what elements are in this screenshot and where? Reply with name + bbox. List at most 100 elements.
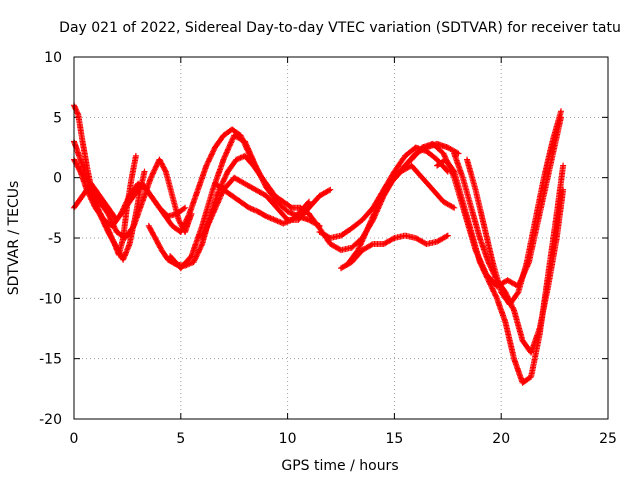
data-point xyxy=(201,225,203,227)
data-point xyxy=(318,194,321,197)
data-point xyxy=(81,194,84,197)
data-point xyxy=(521,382,524,384)
data-point xyxy=(147,225,150,227)
data-point xyxy=(340,234,342,237)
data-point xyxy=(197,188,199,191)
data-point xyxy=(538,327,541,330)
data-point xyxy=(447,146,449,149)
data-point xyxy=(222,134,225,137)
data-point xyxy=(400,170,402,173)
data-point xyxy=(120,213,122,215)
y-tick-label: -20 xyxy=(39,412,62,428)
data-point xyxy=(393,237,396,239)
data-point xyxy=(265,215,268,218)
y-tick-label: -10 xyxy=(39,291,62,307)
data-point xyxy=(184,231,186,233)
data-point xyxy=(239,201,242,203)
data-point xyxy=(98,194,101,197)
data-point xyxy=(504,291,507,294)
data-point xyxy=(130,176,133,179)
x-tick-label: 15 xyxy=(385,431,403,447)
plot-frame xyxy=(73,56,609,420)
data-point xyxy=(357,249,359,251)
data-point xyxy=(128,194,131,197)
data-point xyxy=(479,261,481,263)
x-axis-label: GPS time / hours xyxy=(281,458,398,474)
data-point xyxy=(470,207,473,209)
data-point xyxy=(169,255,171,257)
data-point xyxy=(231,128,233,131)
data-point xyxy=(291,219,293,221)
data-series-arc-17 xyxy=(451,150,567,356)
data-point xyxy=(244,155,246,157)
data-point xyxy=(90,182,92,185)
data-point xyxy=(94,207,97,209)
data-point xyxy=(98,201,101,203)
x-tick-label: 0 xyxy=(70,431,79,447)
data-point xyxy=(389,182,391,185)
data-point xyxy=(543,176,545,179)
data-point xyxy=(410,164,413,167)
data-series-arc-10 xyxy=(212,180,312,227)
data-point xyxy=(180,267,182,269)
data-point xyxy=(470,231,473,233)
data-point xyxy=(425,243,428,245)
data-point xyxy=(318,227,321,230)
data-point xyxy=(308,207,310,209)
data-point xyxy=(107,207,109,209)
data-point xyxy=(192,261,195,263)
data-point xyxy=(414,146,417,149)
y-tick-label: 5 xyxy=(53,110,62,126)
data-point xyxy=(212,188,214,191)
data-point xyxy=(254,188,257,191)
data-point xyxy=(404,234,406,237)
data-point xyxy=(77,114,80,116)
data-point xyxy=(244,182,246,185)
data-point xyxy=(122,258,124,261)
data-point xyxy=(201,237,203,239)
data-point xyxy=(256,170,259,173)
data-point xyxy=(521,339,524,342)
data-point xyxy=(372,243,374,245)
y-axis-label: SDTVAR / TECUs xyxy=(6,181,22,296)
data-point xyxy=(86,176,88,179)
data-point xyxy=(378,201,381,203)
data-point xyxy=(205,164,208,167)
data-point xyxy=(308,201,310,203)
data-point xyxy=(436,240,438,243)
x-tick-label: 5 xyxy=(176,431,185,447)
data-point xyxy=(560,110,562,113)
data-point xyxy=(233,176,235,179)
data-point xyxy=(235,158,238,161)
data-point xyxy=(496,297,498,300)
data-point xyxy=(442,152,445,155)
data-point xyxy=(86,164,88,167)
data-point xyxy=(248,152,250,155)
data-point xyxy=(115,231,118,233)
data-point xyxy=(340,267,342,269)
data-point xyxy=(350,227,353,230)
data-point xyxy=(479,237,481,239)
data-point xyxy=(329,237,332,239)
data-point xyxy=(457,152,460,155)
data-point xyxy=(222,188,225,191)
data-point xyxy=(154,237,156,239)
data-point xyxy=(133,225,135,227)
data-point xyxy=(432,188,434,191)
data-point xyxy=(447,170,449,173)
data-point xyxy=(421,146,423,149)
data-point xyxy=(90,188,92,191)
data-point xyxy=(453,207,456,209)
data-point xyxy=(308,213,310,215)
data-point xyxy=(273,219,276,221)
data-point xyxy=(513,309,515,312)
data-point xyxy=(248,207,250,209)
data-point xyxy=(171,194,174,197)
data-point xyxy=(483,225,485,227)
data-point xyxy=(444,158,447,161)
data-point xyxy=(547,285,549,288)
data-point xyxy=(474,188,477,191)
data-point xyxy=(436,158,438,161)
data-point xyxy=(212,213,214,215)
data-point xyxy=(466,158,468,161)
